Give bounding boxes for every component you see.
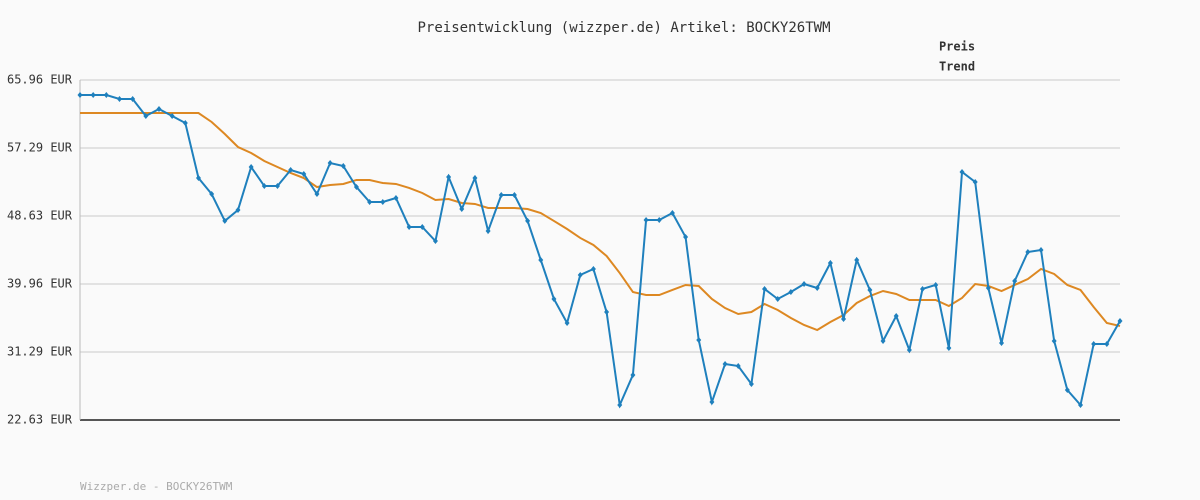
point-marker <box>314 191 320 198</box>
point-marker <box>972 179 978 186</box>
point-marker <box>327 160 333 167</box>
point-marker <box>182 120 188 127</box>
point-marker <box>551 296 557 303</box>
point-marker <box>564 320 570 327</box>
point-marker <box>511 192 517 199</box>
series-line <box>80 93 1121 409</box>
point-marker <box>222 217 228 224</box>
point-marker <box>1064 387 1070 394</box>
point-marker <box>77 91 83 98</box>
point-marker <box>195 175 201 182</box>
point-marker <box>893 313 899 320</box>
point-marker <box>1078 402 1084 409</box>
point-marker <box>920 285 926 292</box>
point-marker <box>301 171 307 178</box>
point-marker <box>709 399 715 406</box>
point-marker <box>775 296 781 303</box>
point-marker <box>90 91 96 98</box>
point-marker <box>590 265 596 272</box>
point-marker <box>788 289 794 296</box>
point-marker <box>630 371 636 378</box>
point-marker <box>1104 340 1110 347</box>
point-marker <box>248 164 254 171</box>
point-marker <box>288 167 294 174</box>
point-marker <box>498 192 504 199</box>
point-marker <box>999 340 1005 347</box>
point-marker <box>156 106 162 113</box>
point-marker <box>1051 337 1057 344</box>
y-tick-label: 48.63 EUR <box>7 208 73 222</box>
point-marker <box>143 113 149 120</box>
point-marker <box>762 285 768 292</box>
y-tick-label: 65.96 EUR <box>7 73 73 87</box>
point-marker <box>735 363 741 370</box>
point-marker <box>235 207 241 214</box>
point-marker <box>946 344 952 351</box>
point-marker <box>340 163 346 170</box>
point-marker <box>906 347 912 354</box>
point-marker <box>604 309 610 316</box>
point-marker <box>261 183 267 190</box>
point-marker <box>472 175 478 182</box>
point-marker <box>959 168 965 175</box>
point-marker <box>577 271 583 278</box>
y-tick-label: 57.29 EUR <box>7 141 73 155</box>
y-tick-label: 31.29 EUR <box>7 345 73 359</box>
point-marker <box>696 336 702 343</box>
point-marker <box>1012 278 1018 285</box>
point-marker <box>814 285 820 292</box>
legend-label: Preis <box>939 40 975 54</box>
point-marker <box>867 286 873 293</box>
point-marker <box>459 206 465 213</box>
point-marker <box>446 173 452 180</box>
point-marker <box>393 195 399 202</box>
y-tick-label: 22.63 EUR <box>7 413 73 427</box>
point-marker <box>432 238 438 245</box>
point-marker <box>643 216 649 223</box>
legend-label: Trend <box>939 60 975 74</box>
chart-title: Preisentwicklung (wizzper.de) Artikel: B… <box>417 20 830 36</box>
point-marker <box>419 223 425 230</box>
point-marker <box>854 257 860 264</box>
point-marker <box>380 199 386 206</box>
point-marker <box>683 234 689 241</box>
point-marker <box>933 281 939 288</box>
point-marker <box>538 257 544 264</box>
y-tick-label: 39.96 EUR <box>7 277 73 291</box>
point-marker <box>722 360 728 367</box>
point-marker <box>274 183 280 190</box>
point-marker <box>130 95 136 102</box>
point-marker <box>406 223 412 230</box>
footer: Wizzper.de - BOCKY26TWM <box>80 480 233 493</box>
point-marker <box>1091 340 1097 347</box>
point-marker <box>1117 317 1123 324</box>
point-marker <box>669 210 675 217</box>
point-marker <box>617 402 623 409</box>
point-marker <box>880 337 886 344</box>
point-marker <box>367 199 373 206</box>
point-marker <box>801 281 807 288</box>
point-marker <box>748 380 754 387</box>
point-marker <box>209 191 215 198</box>
point-marker <box>353 184 359 191</box>
point-marker <box>525 217 531 224</box>
point-marker <box>1038 246 1044 253</box>
point-marker <box>827 259 833 266</box>
series-line <box>80 112 1121 332</box>
point-marker <box>103 91 109 98</box>
point-marker <box>985 285 991 292</box>
point-marker <box>169 113 175 120</box>
point-marker <box>841 316 847 323</box>
point-marker <box>485 227 491 234</box>
point-marker <box>1025 249 1031 256</box>
point-marker <box>116 95 122 102</box>
point-marker <box>656 216 662 223</box>
